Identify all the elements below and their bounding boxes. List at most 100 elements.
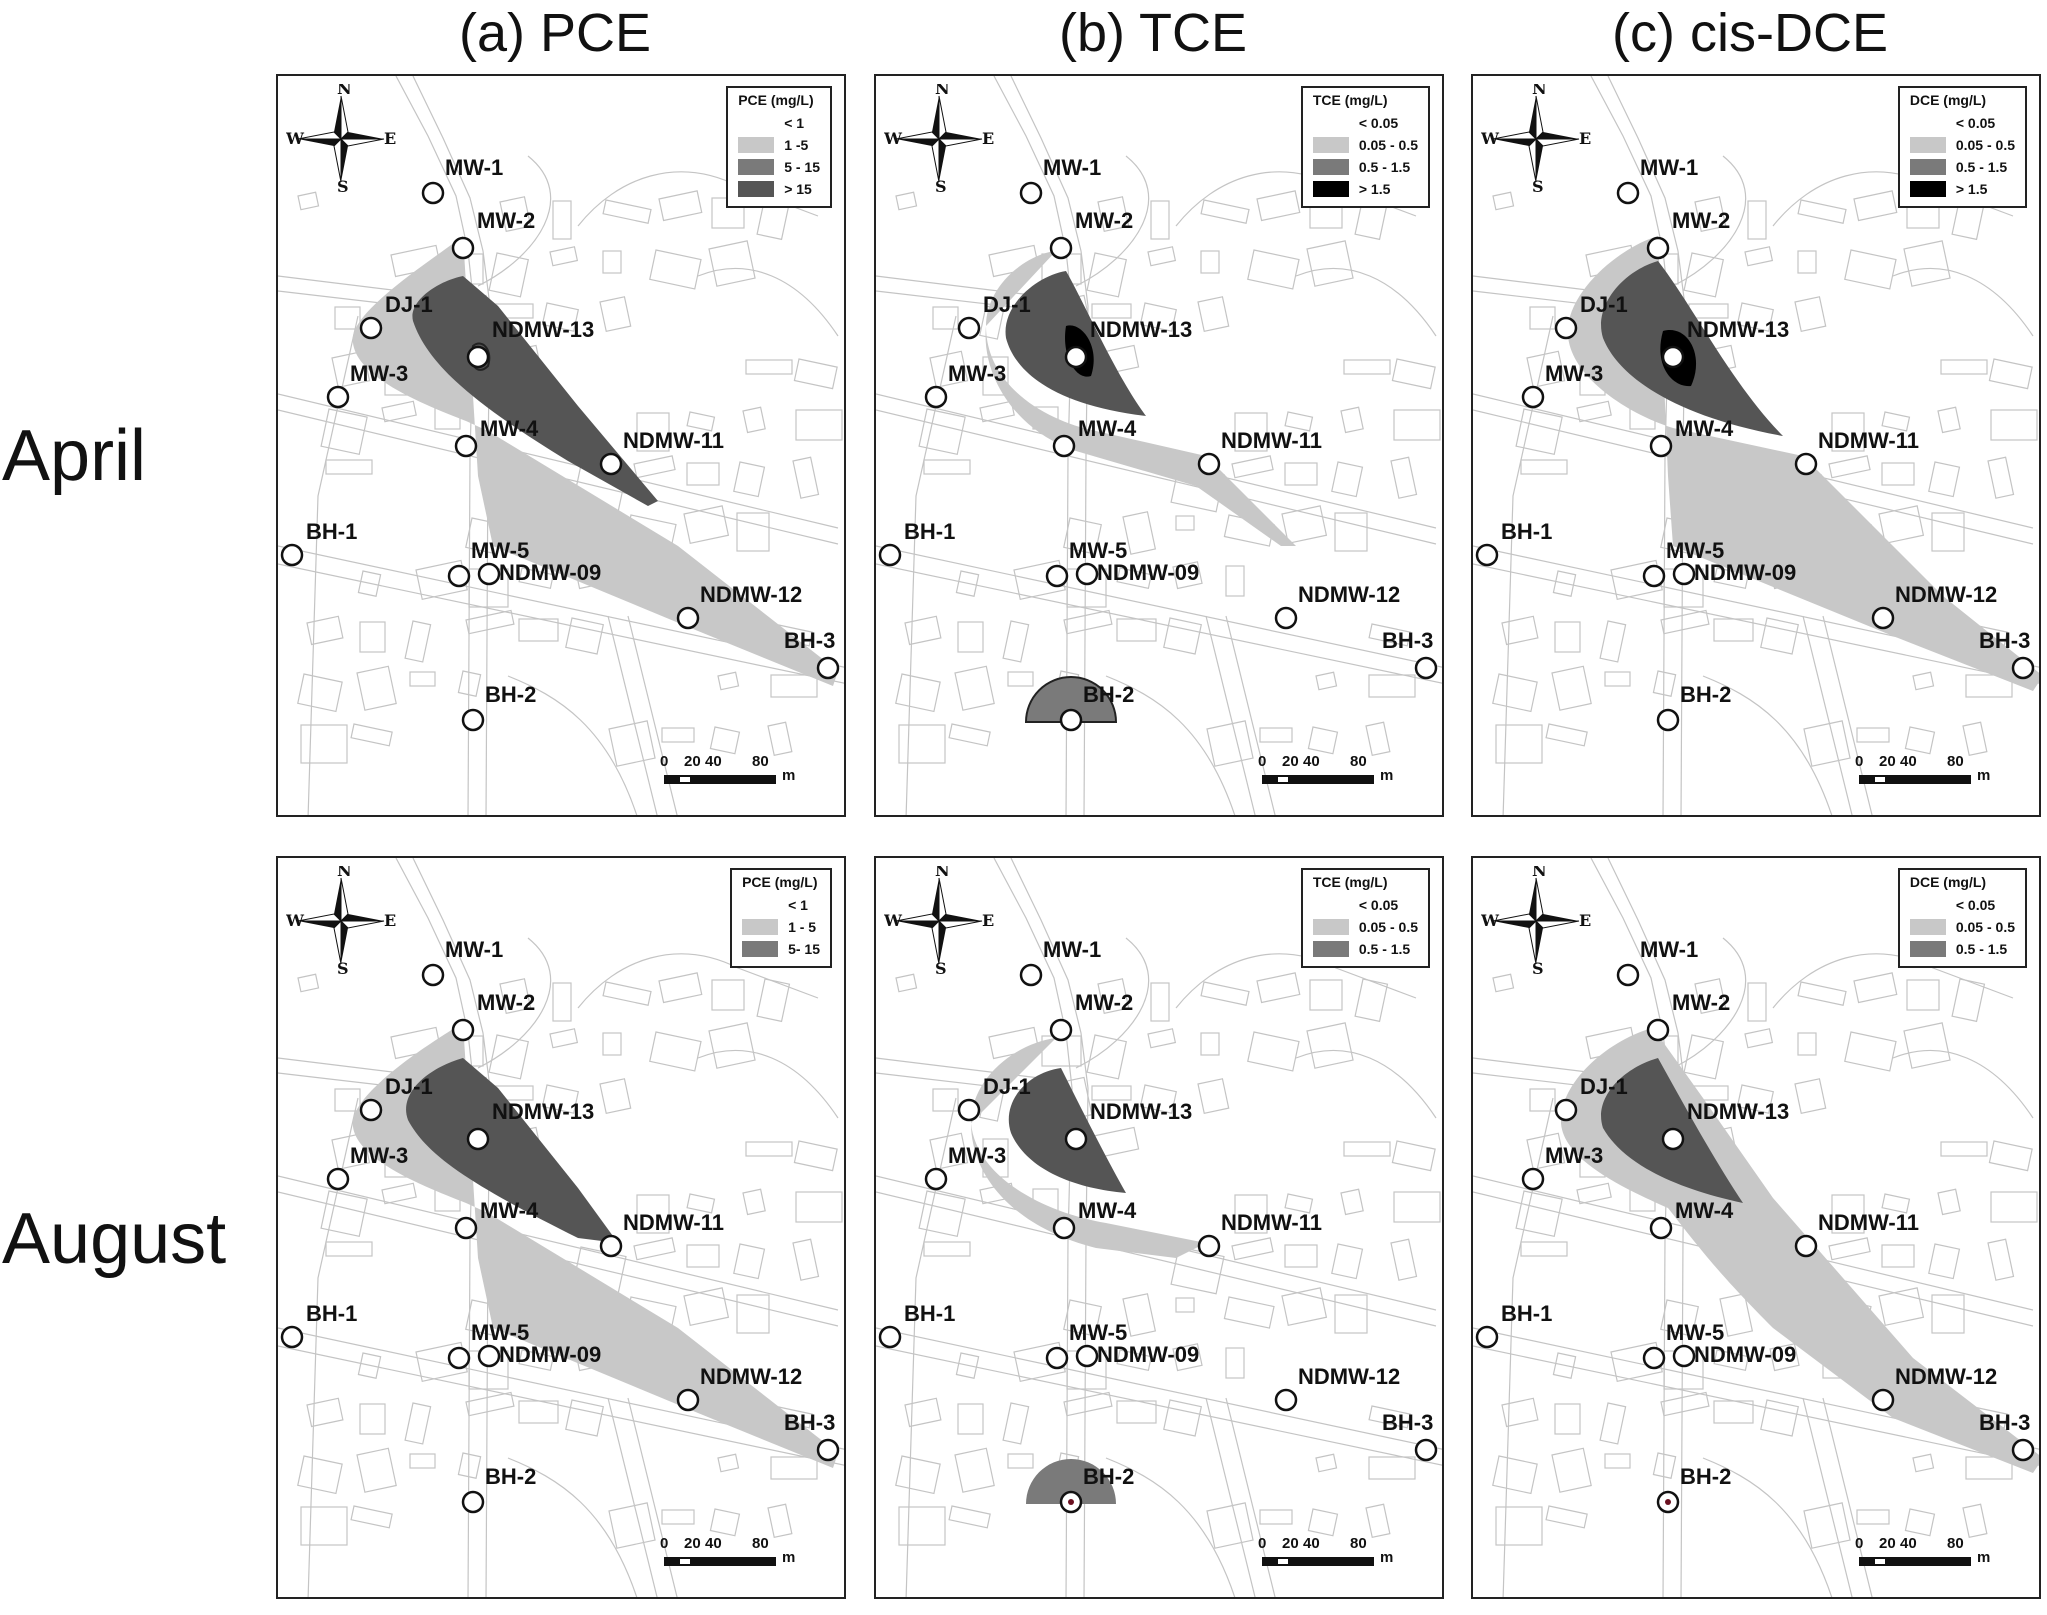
well-label: NDMW-11 [1818, 428, 1919, 453]
well-mw-2: MW-2 [1646, 990, 1730, 1042]
well-marker [451, 1018, 475, 1042]
well-marker [1274, 606, 1298, 630]
well-marker [421, 963, 445, 987]
legend-item: 5- 15 [742, 938, 820, 960]
well-bh-3: BH-3 [1979, 1410, 2035, 1462]
well-label: MW-3 [350, 361, 408, 386]
scale-tick: 20 [684, 1535, 701, 1552]
well-marker [326, 385, 350, 409]
well-marker [451, 236, 475, 260]
well-bh-3: BH-3 [784, 628, 840, 680]
scale-segment [1290, 775, 1318, 784]
plume-contours [985, 251, 1296, 723]
well-label: NDMW-13 [1687, 317, 1789, 342]
well-mw-2: MW-2 [1646, 208, 1730, 260]
well-mw-3: MW-3 [924, 1143, 1006, 1191]
legend-swatch [738, 115, 775, 131]
well-marker [1414, 1438, 1438, 1462]
compass-s: S [337, 177, 349, 194]
scale-tick: 40 [1900, 753, 1917, 770]
well-mw-1: MW-1 [1019, 937, 1101, 987]
scale-segment [1887, 775, 1915, 784]
scale-tick: 80 [1350, 1535, 1367, 1552]
column-title-dce: (c) cis-DCE [1612, 3, 1888, 63]
legend-swatch [1312, 919, 1349, 935]
legend-item: < 0.05 [1312, 112, 1418, 134]
scale-bar: 0 20 40 80 m [1258, 1535, 1412, 1575]
well-label: BH-2 [485, 682, 536, 707]
well-marker [1642, 564, 1666, 588]
well-label: BH-3 [1979, 1410, 2030, 1435]
well-label: BH-2 [485, 1464, 536, 1489]
well-bh-2: BH-2 [461, 1464, 536, 1514]
legend: DCE (mg/L) < 0.05 0.05 - 0.5 0.5 - 1.5 > 1.5 [1897, 86, 2027, 208]
well-marker [1616, 181, 1640, 205]
scale-segment [1262, 775, 1276, 784]
well-label: BH-2 [1083, 682, 1134, 707]
scale-segment [678, 775, 692, 784]
map-canvas: MW-1 MW-2 DJ-1 NDMW-13 MW-3 MW-4 NDMW-11 BH-1 MW… [876, 76, 1442, 815]
legend-title: DCE (mg/L) [1909, 92, 1987, 108]
north-arrow-compass: N S E W [884, 866, 994, 976]
well-label: DJ-1 [385, 292, 433, 317]
well-label: BH-1 [904, 1301, 955, 1326]
well-label: BH-1 [306, 519, 357, 544]
well-marker [1871, 606, 1895, 630]
well-mw-3: MW-3 [1521, 1143, 1603, 1191]
legend-item: < 0.05 [1909, 894, 2015, 916]
well-label: BH-1 [1501, 1301, 1552, 1326]
well-label: MW-3 [350, 1143, 408, 1168]
well-marker [1661, 1127, 1685, 1151]
legend-swatch [1909, 159, 1946, 175]
well-dj-1: DJ-1 [1554, 1074, 1628, 1122]
legend-label: 0.5 - 1.5 [1955, 159, 2008, 175]
well-label: MW-5 [471, 538, 529, 563]
legend-item: 1 -5 [738, 134, 820, 156]
well-label: BH-3 [784, 1410, 835, 1435]
well-mw-4: MW-4 [454, 416, 539, 458]
north-arrow-compass: N S E W [286, 866, 396, 976]
well-marker [1475, 543, 1499, 567]
scale-segment [1318, 1557, 1374, 1566]
well-ndmw-13: NDMW-13 [1661, 1099, 1789, 1151]
well-label: MW-5 [471, 1320, 529, 1345]
well-label: DJ-1 [983, 1074, 1031, 1099]
legend-label: < 0.05 [1358, 897, 1399, 913]
monitoring-wells: MW-1 MW-2 DJ-1 NDMW-13 MW-3 MW-4 NDMW-11 BH-1 MW… [280, 155, 840, 732]
scale-tick: 80 [1350, 753, 1367, 770]
legend-label: 0.05 - 0.5 [1955, 919, 2015, 935]
well-bh-2: BH-2 [1059, 682, 1134, 732]
scale-tick: 20 [1879, 1535, 1896, 1552]
well-marker [477, 1344, 501, 1368]
well-ndmw-09: NDMW-09 [1672, 1342, 1796, 1368]
compass-n: N [337, 84, 352, 98]
well-marker [1649, 1216, 1673, 1240]
well-label: NDMW-12 [700, 1364, 802, 1389]
north-arrow-compass: N S E W [1481, 84, 1591, 194]
well-marker [1019, 181, 1043, 205]
legend-title: TCE (mg/L) [1312, 874, 1388, 890]
plume-bh2 [1024, 676, 1118, 723]
well-label: NDMW-12 [1895, 1364, 1997, 1389]
well-ndmw-12: NDMW-12 [1871, 582, 1997, 630]
well-label: MW-1 [1043, 155, 1101, 180]
well-label: MW-4 [480, 1198, 539, 1223]
legend-label: 0.5 - 1.5 [1955, 941, 2008, 957]
well-marker [1521, 1167, 1545, 1191]
well-marker [1045, 564, 1069, 588]
legend-label: 0.05 - 0.5 [1955, 137, 2015, 153]
plume-0.5-1.5 [1008, 1068, 1126, 1193]
plume-bh2 [1026, 1459, 1116, 1504]
well-label: MW-4 [1078, 1198, 1137, 1223]
legend: PCE (mg/L) < 1 1 - 5 5- 15 [730, 868, 832, 968]
well-marker [816, 1438, 840, 1462]
well-marker [359, 316, 383, 340]
legend-swatch [1312, 137, 1349, 153]
legend-label: < 0.05 [1955, 897, 1996, 913]
well-marker [1049, 236, 1073, 260]
scale-bar: 0 20 40 80 m [1258, 753, 1412, 793]
legend-swatch [1312, 115, 1349, 131]
legend-label: 0.5 - 1.5 [1358, 159, 1411, 175]
well-bh-3: BH-3 [1382, 628, 1438, 680]
scale-tick: 40 [1303, 753, 1320, 770]
